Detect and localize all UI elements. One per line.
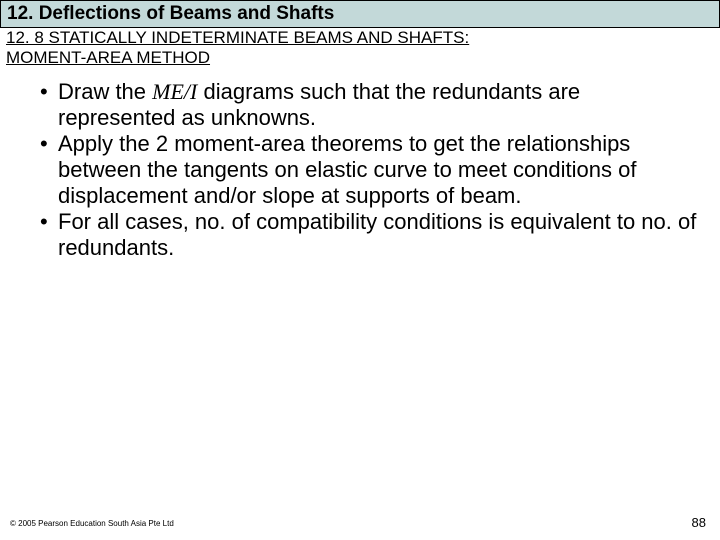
bullet-list: Draw the ME/I diagrams such that the red…: [40, 79, 700, 261]
content-area: Draw the ME/I diagrams such that the red…: [0, 71, 720, 261]
bullet-post: Apply the 2 moment-area theorems to get …: [58, 131, 636, 208]
section-subtitle: 12. 8 STATICALLY INDETERMINATE BEAMS AND…: [0, 28, 720, 71]
copyright-text: © 2005 Pearson Education South Asia Pte …: [10, 519, 174, 528]
bullet-italic: ME/I: [152, 79, 197, 104]
chapter-title: 12. Deflections of Beams and Shafts: [7, 3, 334, 24]
list-item: Draw the ME/I diagrams such that the red…: [40, 79, 700, 131]
bullet-post: For all cases, no. of compatibility cond…: [58, 209, 696, 260]
list-item: For all cases, no. of compatibility cond…: [40, 209, 700, 261]
page-number: 88: [692, 515, 706, 530]
chapter-title-bar: 12. Deflections of Beams and Shafts: [0, 0, 720, 28]
bullet-pre: Draw the: [58, 79, 152, 104]
section-line1: 12. 8 STATICALLY INDETERMINATE BEAMS AND…: [6, 28, 469, 47]
section-line2: MOMENT-AREA METHOD: [6, 48, 210, 67]
list-item: Apply the 2 moment-area theorems to get …: [40, 131, 700, 209]
